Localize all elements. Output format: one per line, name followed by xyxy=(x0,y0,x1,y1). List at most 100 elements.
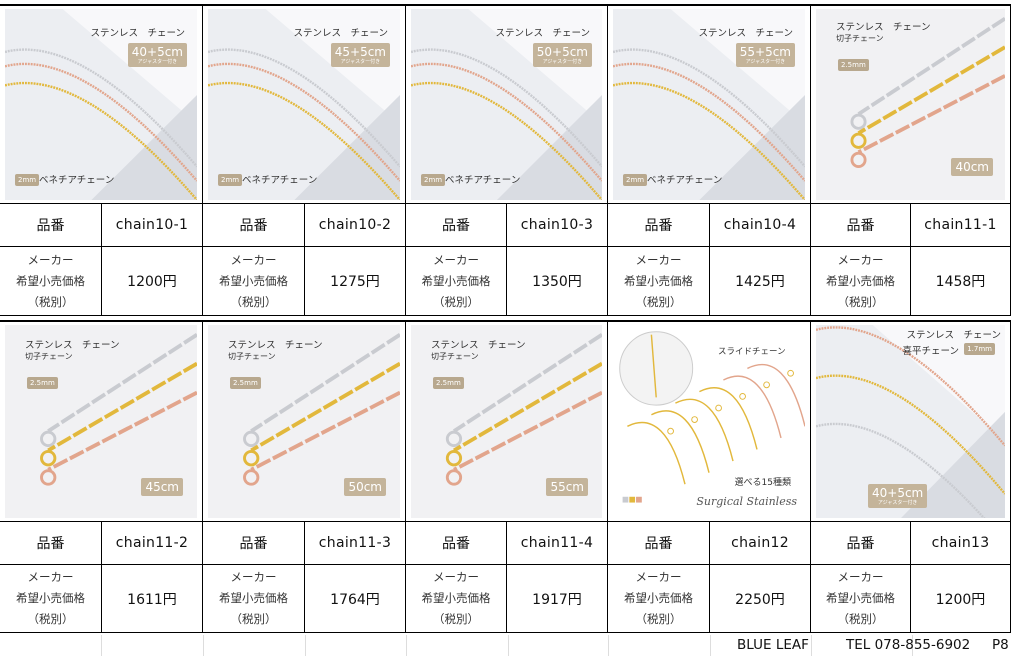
product-code: chain11-3 xyxy=(305,521,406,565)
chain-name: ベネチアチェーン xyxy=(242,175,318,186)
msrp-label-line: メーカー xyxy=(837,252,884,267)
product-price: 2250円 xyxy=(710,565,811,633)
item-number-label: 品番 xyxy=(406,521,507,565)
image-title: ステンレス チェーン xyxy=(431,340,526,351)
size-badge: 40+5cm アジャスター付き xyxy=(127,43,187,67)
product-code: chain12 xyxy=(710,521,811,565)
size-sub-label: アジャスター付き xyxy=(745,59,786,65)
chain-strand xyxy=(208,62,400,182)
sheet-gridline xyxy=(406,635,407,656)
image-title: スライドチェーン xyxy=(718,347,786,357)
msrp-label: メーカー 希望小売価格 （税別） xyxy=(0,565,102,633)
thickness-badge: 1.7mm xyxy=(964,343,995,355)
product-image[interactable]: ステンレス チェーン 50+5cm アジャスター付き 2mm ベネチアチェーン xyxy=(411,9,602,200)
chain-name: 喜平チェーン xyxy=(902,346,959,357)
image-title: ステンレス チェーン xyxy=(495,28,590,39)
size-sub-label: アジャスター付き xyxy=(542,59,583,65)
product-code: chain10-2 xyxy=(305,203,406,247)
msrp-label-line: メーカー xyxy=(27,252,74,267)
product-image[interactable]: ステンレス チェーン 切子チェーン 2.5mm 45cm xyxy=(5,325,197,518)
msrp-label-line: 希望小売価格 xyxy=(219,273,288,288)
chain-strand xyxy=(5,62,197,182)
size-badge: 40+5cm アジャスター付き xyxy=(868,484,928,508)
product-code: chain10-3 xyxy=(507,203,608,247)
sheet-gridline xyxy=(608,635,609,656)
image-title: ステンレス チェーン xyxy=(836,22,931,33)
brand-label: Surgical Stainless xyxy=(696,495,797,508)
product-price: 1350円 xyxy=(507,247,608,316)
table-top-border xyxy=(0,320,1011,322)
msrp-label-line: 希望小売価格 xyxy=(421,591,491,605)
choice-label: 選べる15種類 xyxy=(734,478,791,488)
msrp-label-line: （税別） xyxy=(837,294,884,309)
size-sub-label: アジャスター付き xyxy=(340,59,381,65)
msrp-label-line: メーカー xyxy=(230,570,277,584)
msrp-label: メーカー 希望小売価格 （税別） xyxy=(203,247,305,316)
chain-strand xyxy=(411,62,602,182)
product-image[interactable]: ステンレス チェーン 40+5cm アジャスター付き 2mm ベネチアチェーン xyxy=(5,9,197,200)
product-image-cell: ステンレス チェーン 切子チェーン 2.5mm 50cm xyxy=(203,321,406,521)
company-name: BLUE LEAF xyxy=(737,637,809,653)
chain-name: 切子チェーン xyxy=(25,352,73,361)
msrp-label-line: （税別） xyxy=(433,612,479,626)
msrp-label-line: （税別） xyxy=(635,294,682,309)
msrp-label-line: メーカー xyxy=(433,252,479,267)
item-number-label: 品番 xyxy=(0,203,102,247)
chain-name: ベネチアチェーン xyxy=(39,175,115,186)
msrp-label-line: メーカー xyxy=(635,570,682,584)
msrp-label-line: 希望小売価格 xyxy=(421,273,491,288)
product-image[interactable]: ステンレス チェーン 喜平チェーン 1.7mm 40+5cm アジャスター付き xyxy=(816,325,1005,518)
table-top-border xyxy=(0,4,1011,6)
msrp-label-line: （税別） xyxy=(433,294,479,309)
item-number-label: 品番 xyxy=(811,521,911,565)
chain-strand xyxy=(5,48,197,168)
thickness-badge: 2.5mm xyxy=(230,377,261,389)
product-image-cell: ステンレス チェーン 切子チェーン 2.5mm 55cm xyxy=(406,321,608,521)
product-image-cell: ステンレス チェーン 40+5cm アジャスター付き 2mm ベネチアチェーン xyxy=(0,5,203,203)
sheet-gridline xyxy=(203,635,204,656)
size-badge: 45cm xyxy=(141,478,183,496)
product-image[interactable]: ステンレス チェーン 切子チェーン 2.5mm 55cm xyxy=(411,325,602,518)
product-image[interactable]: ステンレス チェーン 45+5cm アジャスター付き 2mm ベネチアチェーン xyxy=(208,9,400,200)
chain-strand xyxy=(816,374,1005,495)
product-price: 1917円 xyxy=(507,565,608,633)
thickness-badge: 2mm xyxy=(218,174,243,186)
msrp-label: メーカー 希望小売価格 （税別） xyxy=(608,565,710,633)
chain-name: 切子チェーン xyxy=(431,352,479,361)
product-price: 1200円 xyxy=(102,247,203,316)
msrp-label-line: （税別） xyxy=(230,612,277,626)
product-image-cell: スライドチェーン選べる15種類 Surgical Stainless xyxy=(608,321,811,521)
product-image-cell: ステンレス チェーン 切子チェーン 2.5mm 45cm xyxy=(0,321,203,521)
item-number-label: 品番 xyxy=(0,521,102,565)
product-price: 1611円 xyxy=(102,565,203,633)
product-code: chain11-1 xyxy=(911,203,1011,247)
image-title: ステンレス チェーン xyxy=(293,28,388,39)
sheet-gridline xyxy=(710,635,711,656)
product-image-cell: ステンレス チェーン 50+5cm アジャスター付き 2mm ベネチアチェーン xyxy=(406,5,608,203)
product-image[interactable]: ステンレス チェーン 切子チェーン 2.5mm 40cm xyxy=(816,9,1005,200)
product-code: chain11-4 xyxy=(507,521,608,565)
msrp-label-line: 希望小売価格 xyxy=(826,591,895,605)
product-image-cell: ステンレス チェーン 切子チェーン 2.5mm 40cm xyxy=(811,5,1011,203)
footer: BLUE LEAF TEL 078-855-6902 P8 xyxy=(0,635,1011,656)
chain-name: 切子チェーン xyxy=(228,352,276,361)
size-badge: 55+5cm アジャスター付き xyxy=(735,43,795,67)
chain-strand xyxy=(208,81,400,200)
product-image[interactable]: スライドチェーン選べる15種類 Surgical Stainless xyxy=(613,325,805,518)
sheet-gridline xyxy=(101,635,102,656)
product-image[interactable]: ステンレス チェーン 55+5cm アジャスター付き 2mm ベネチアチェーン xyxy=(613,9,805,200)
msrp-label-line: メーカー xyxy=(635,252,682,267)
msrp-label: メーカー 希望小売価格 （税別） xyxy=(406,565,507,633)
item-number-label: 品番 xyxy=(203,203,305,247)
product-code: chain10-4 xyxy=(710,203,811,247)
chain-strand xyxy=(208,48,400,168)
msrp-label: メーカー 希望小売価格 （税別） xyxy=(811,247,911,316)
msrp-label-line: 希望小売価格 xyxy=(16,273,85,288)
chain-strand xyxy=(816,326,1005,447)
item-number-label: 品番 xyxy=(406,203,507,247)
product-image[interactable]: ステンレス チェーン 切子チェーン 2.5mm 50cm xyxy=(208,325,400,518)
image-title: ステンレス チェーン xyxy=(25,340,120,351)
product-price: 1764円 xyxy=(305,565,406,633)
thickness-badge: 2mm xyxy=(15,174,40,186)
msrp-label: メーカー 希望小売価格 （税別） xyxy=(0,247,102,316)
